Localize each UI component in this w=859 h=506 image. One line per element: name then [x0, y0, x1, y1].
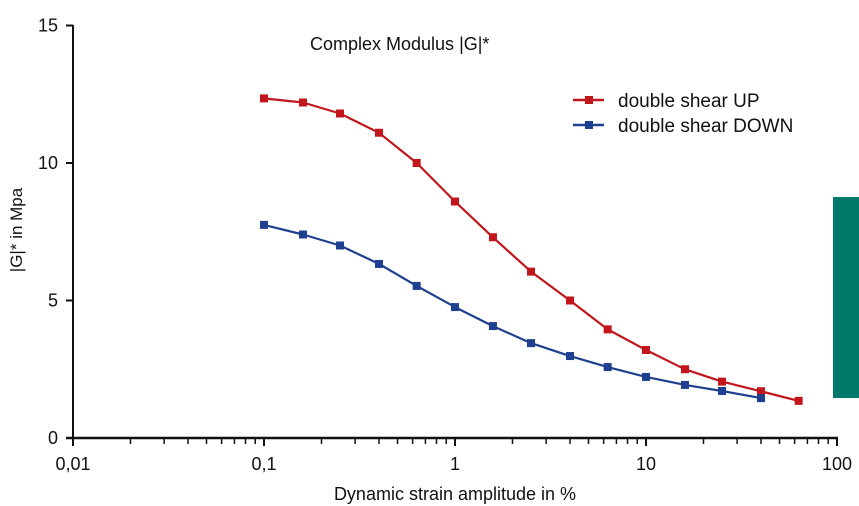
y-axis-label: |G|* in Mpa — [7, 187, 26, 272]
data-point-up — [527, 267, 536, 276]
legend-marker-down — [585, 121, 593, 129]
data-point-down — [718, 386, 727, 395]
x-tick-label: 0,1 — [251, 454, 276, 474]
accent-bar — [833, 197, 859, 398]
data-point-down — [756, 394, 765, 403]
data-point-up — [260, 94, 268, 103]
data-point-down — [642, 372, 650, 381]
x-tick-label: 100 — [822, 454, 852, 474]
data-point-up — [642, 346, 650, 354]
y-tick-label: 10 — [38, 153, 58, 173]
data-point-up — [451, 197, 459, 206]
x-axis-label: Dynamic strain amplitude in % — [334, 484, 576, 504]
data-point-up — [298, 98, 307, 107]
legend-marker-up — [585, 96, 593, 104]
x-tick-label: 1 — [450, 454, 460, 474]
y-tick-label: 5 — [48, 291, 58, 311]
data-point-up — [412, 159, 421, 167]
data-point-up — [374, 128, 383, 137]
data-point-up — [756, 387, 765, 396]
data-point-down — [412, 281, 421, 290]
series-line-up — [263, 97, 799, 402]
data-point-down — [527, 339, 536, 348]
data-point-up — [718, 377, 727, 386]
legend-label-down: double shear DOWN — [618, 116, 793, 137]
chart-title: Complex Modulus |G|* — [310, 34, 489, 54]
data-point-down — [680, 380, 689, 389]
y-tick-label: 0 — [48, 428, 58, 448]
data-point-up — [794, 396, 803, 405]
data-point-up — [488, 233, 497, 242]
legend: double shear UP double shear DOWN — [573, 91, 793, 137]
y-tick-label: 15 — [38, 16, 58, 36]
data-point-down — [603, 363, 612, 372]
data-point-down — [336, 241, 345, 250]
data-point-down — [451, 303, 459, 312]
data-point-down — [565, 352, 574, 361]
data-point-down — [374, 259, 383, 268]
data-point-down — [260, 220, 268, 229]
x-tick-label: 0,01 — [55, 454, 90, 474]
data-point-up — [603, 325, 612, 334]
data-point-up — [336, 109, 345, 118]
data-point-up — [565, 296, 574, 305]
legend-label-up: double shear UP — [618, 91, 760, 112]
data-point-down — [488, 322, 497, 331]
x-tick-label: 10 — [636, 454, 656, 474]
data-point-down — [298, 230, 307, 239]
series-line-down — [263, 223, 762, 400]
data-point-up — [680, 365, 689, 374]
